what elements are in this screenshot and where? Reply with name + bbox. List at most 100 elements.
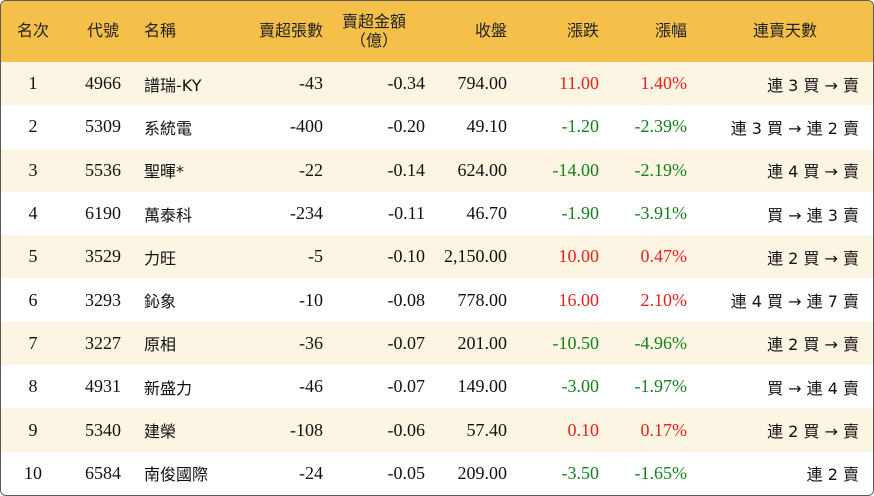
name-cell: 系統電: [144, 118, 193, 138]
net-sell-lots-cell: -234: [290, 203, 323, 224]
header-row: 名次 代號 名稱 賣超張數 賣超金額 （億） 收盤 漲跌 漲幅 連賣天數: [1, 1, 873, 62]
name-cell: 新盛力: [144, 378, 193, 398]
code-cell: 5340: [85, 419, 121, 440]
header-net-sell-lots: 賣超張數: [258, 21, 323, 41]
code-cell: 3227: [85, 332, 121, 353]
table-row: 2 5309 系統電 -400 -0.20 49.10 -1.20 -2.39% 連 3 買 →…: [1, 105, 873, 149]
net-sell-lots-cell: -400: [290, 116, 323, 137]
close-cell: 46.70: [466, 203, 508, 224]
pct-change-cell: 0.17%: [640, 419, 688, 440]
rank-cell: 2: [28, 116, 38, 137]
net-sell-amount-cell: -0.20: [387, 116, 426, 137]
name-cell: 萬泰科: [144, 205, 193, 225]
change-cell: -3.00: [561, 376, 600, 397]
close-cell: 201.00: [457, 332, 508, 353]
net-sell-amount-cell: -0.34: [387, 73, 426, 94]
rank-cell: 8: [28, 376, 38, 397]
change-cell: -1.20: [561, 116, 600, 137]
net-sell-amount-cell: -0.14: [387, 159, 426, 180]
consecutive-days-cell: 買 → 連 3 賣: [767, 205, 859, 225]
consecutive-days-cell: 連 4 買 → 連 7 賣: [730, 292, 859, 312]
net-sell-lots-cell: -10: [299, 289, 323, 310]
consecutive-days-cell: 連 2 買 → 賣: [767, 335, 859, 355]
consecutive-days-cell: 連 2 賣: [806, 465, 859, 485]
header-change: 漲跌: [566, 21, 599, 41]
consecutive-days-cell: 買 → 連 4 賣: [767, 378, 859, 398]
rank-cell: 7: [28, 332, 38, 353]
name-cell: 聖暉*: [144, 162, 185, 182]
header-net-sell-amount-line1: 賣超金額: [341, 12, 406, 32]
change-cell: -3.50: [561, 462, 600, 483]
name-cell: 南俊國際: [144, 465, 209, 485]
close-cell: 57.40: [466, 419, 508, 440]
rank-cell: 1: [28, 73, 38, 94]
rank-cell: 6: [28, 289, 38, 310]
name-cell: 力旺: [144, 248, 177, 268]
net-sell-lots-cell: -24: [299, 462, 323, 483]
net-sell-lots-cell: -108: [290, 419, 323, 440]
consecutive-days-cell: 連 3 買 → 賣: [767, 75, 859, 95]
code-cell: 3293: [85, 289, 121, 310]
pct-change-cell: -4.96%: [634, 332, 688, 353]
code-cell: 5309: [85, 116, 121, 137]
name-cell: 建榮: [144, 422, 177, 442]
header-consecutive-days: 連賣天數: [752, 21, 817, 41]
table-body: 1 4966 譜瑞-KY -43 -0.34 794.00 11.00 1.40% 連 3 買 …: [1, 62, 873, 495]
code-cell: 3529: [85, 246, 121, 267]
rank-cell: 9: [28, 419, 38, 440]
header-rank: 名次: [16, 21, 49, 41]
consecutive-days-cell: 連 2 買 → 賣: [767, 422, 859, 442]
rank-cell: 5: [28, 246, 38, 267]
table-row: 5 3529 力旺 -5 -0.10 2,150.00 10.00 0.47% 連 2 買 → …: [1, 235, 873, 279]
table-row: 9 5340 建榮 -108 -0.06 57.40 0.10 0.17% 連 2 買 → 賣: [1, 408, 873, 452]
change-cell: -10.50: [552, 332, 600, 353]
change-cell: -1.90: [561, 203, 600, 224]
pct-change-cell: -1.65%: [634, 462, 688, 483]
close-cell: 778.00: [457, 289, 508, 310]
table-row: 4 6190 萬泰科 -234 -0.11 46.70 -1.90 -3.91% 買 → 連 3…: [1, 191, 873, 236]
change-cell: 11.00: [559, 73, 599, 94]
table-row: 3 5536 聖暉* -22 -0.14 624.00 -14.00 -2.19% 連 4 買 …: [1, 148, 873, 192]
net-sell-amount-cell: -0.08: [387, 289, 426, 310]
net-sell-lots-cell: -36: [299, 332, 323, 353]
rank-cell: 3: [28, 159, 38, 180]
pct-change-cell: 1.40%: [640, 73, 688, 94]
rank-cell: 10: [24, 462, 42, 483]
net-sell-amount-cell: -0.11: [388, 203, 425, 224]
net-sell-amount-cell: -0.05: [387, 462, 426, 483]
consecutive-days-cell: 連 2 買 → 賣: [767, 248, 859, 268]
header-net-sell-amount-line2: （億）: [349, 30, 398, 50]
header-close: 收盤: [474, 21, 507, 41]
change-cell: 10.00: [558, 246, 600, 267]
net-sell-lots-cell: -5: [308, 246, 323, 267]
consecutive-days-cell: 連 3 買 → 連 2 賣: [730, 118, 859, 138]
header-pct-change: 漲幅: [654, 21, 687, 41]
consecutive-days-cell: 連 4 買 → 賣: [767, 162, 859, 182]
code-cell: 4931: [85, 376, 121, 397]
net-sell-lots-cell: -43: [299, 73, 323, 94]
code-cell: 6190: [85, 203, 121, 224]
rank-cell: 4: [28, 203, 38, 224]
net-sell-amount-cell: -0.10: [387, 246, 426, 267]
close-cell: 794.00: [457, 73, 508, 94]
pct-change-cell: -1.97%: [634, 376, 688, 397]
pct-change-cell: -3.91%: [634, 203, 688, 224]
close-cell: 49.10: [466, 116, 508, 137]
header-code: 代號: [86, 21, 119, 41]
name-cell: 譜瑞-KY: [144, 75, 202, 95]
header-net-sell-amount: 賣超金額 （億）: [323, 1, 425, 62]
table-row: 10 6584 南俊國際 -24 -0.05 209.00 -3.50 -1.65% 連 2 賣: [1, 451, 873, 495]
net-sell-amount-cell: -0.06: [387, 419, 426, 440]
code-cell: 6584: [85, 462, 121, 483]
close-cell: 624.00: [457, 159, 508, 180]
net-sell-amount-cell: -0.07: [387, 376, 426, 397]
net-sell-lots-cell: -46: [299, 376, 323, 397]
code-cell: 4966: [85, 73, 121, 94]
name-cell: 原相: [144, 335, 177, 355]
header-name: 名稱: [144, 21, 177, 41]
change-cell: -14.00: [552, 159, 600, 180]
close-cell: 149.00: [457, 376, 508, 397]
close-cell: 209.00: [457, 462, 508, 483]
